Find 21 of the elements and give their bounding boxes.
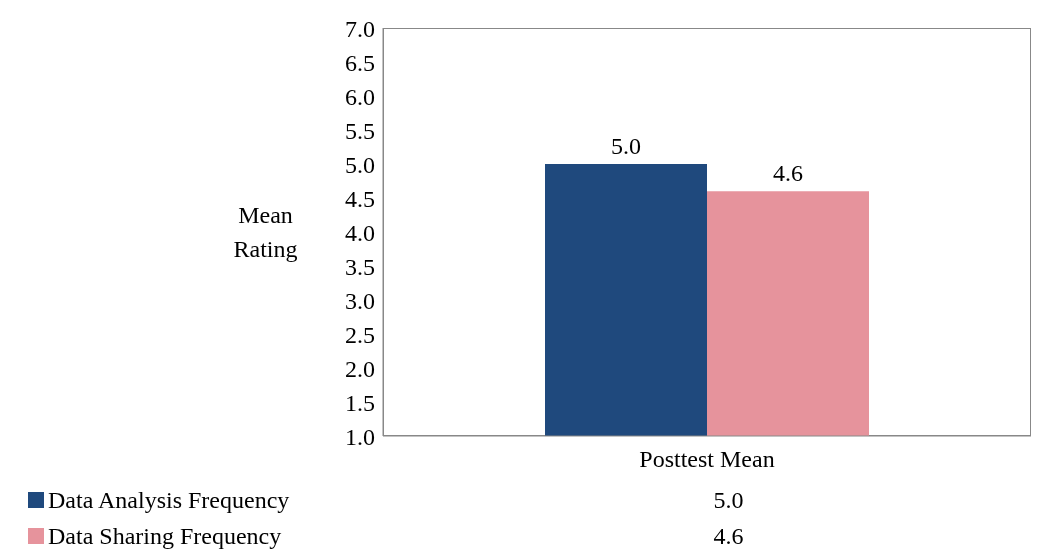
data-label: 5.0 (611, 133, 641, 159)
y-tick-label: 2.5 (345, 321, 375, 348)
y-tick-label: 5.0 (345, 151, 375, 178)
x-tick-label: Posttest Mean (639, 446, 775, 473)
legend-label: Data Sharing Frequency (48, 522, 282, 550)
y-tick-label: 1.0 (345, 423, 375, 450)
y-tick-label: 4.5 (345, 185, 375, 212)
y-axis-title: Mean Rating (232, 201, 299, 264)
text: 4.6 (713, 522, 744, 549)
text: 5.0 (713, 486, 744, 513)
y-tick-label: 6.0 (345, 83, 375, 110)
y-tick-label: 7.0 (345, 15, 375, 42)
y-tick-label: 4.0 (345, 219, 375, 246)
y-tick-label: 3.0 (345, 287, 375, 314)
y-tick-label: 3.5 (345, 253, 375, 280)
y-tick-label: 2.0 (345, 355, 375, 382)
y-tick-label: 1.5 (345, 389, 375, 416)
y-tick-label: 5.5 (345, 117, 375, 144)
y-tick-label: 6.5 (345, 49, 375, 76)
data-label: 4.6 (773, 160, 803, 187)
legend-label: Data Analysis Frequency (48, 486, 290, 514)
